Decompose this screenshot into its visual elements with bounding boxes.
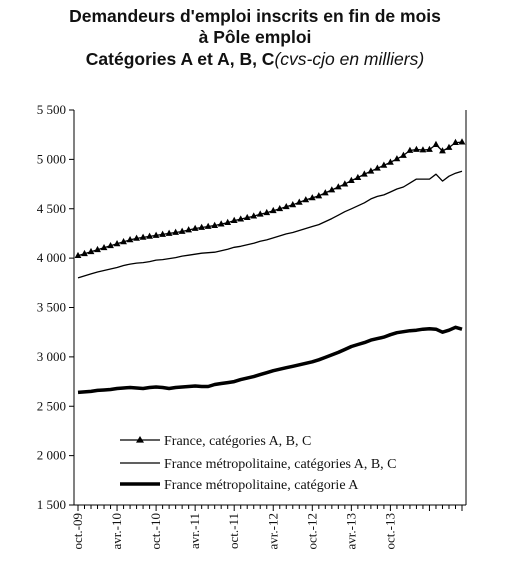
triangle-marker [445, 143, 453, 150]
y-tick-label: 1 500 [37, 497, 66, 512]
x-tick-label: avr.-12 [265, 513, 280, 549]
legend: France, catégories A, B, C France métropo… [120, 434, 397, 493]
legend-label-3: France métropolitaine, catégorie A [164, 478, 359, 493]
x-tick-label: oct.-10 [148, 513, 163, 549]
triangle-marker [178, 227, 186, 234]
title-categories: Catégories A et A, B, C [85, 49, 275, 69]
chart-title: Demandeurs d'emploi inscrits en fin de m… [0, 6, 510, 70]
triangle-marker [289, 201, 297, 208]
x-tick-label: avr.-13 [343, 513, 358, 549]
y-tick-label: 5 500 [37, 102, 66, 117]
triangle-marker [341, 180, 349, 187]
triangle-marker [250, 212, 258, 219]
triangle-marker [302, 196, 310, 203]
triangle-marker [100, 243, 108, 251]
triangle-marker [367, 167, 375, 174]
triangle-marker [211, 221, 219, 228]
triangle-marker [380, 161, 388, 168]
triangle-marker [113, 240, 121, 247]
series-lines [74, 138, 466, 395]
triangle-marker [81, 249, 88, 257]
triangle-marker [152, 231, 160, 238]
triangle-marker [315, 192, 323, 199]
series-line-2 [77, 170, 463, 279]
triangle-marker [133, 234, 140, 241]
y-tick-label: 5 000 [37, 151, 66, 166]
triangle-marker [172, 228, 180, 235]
triangle-marker [191, 224, 199, 231]
triangle-marker [185, 226, 193, 233]
x-tick-label: avr.-11 [187, 513, 202, 549]
triangle-marker [146, 232, 153, 239]
y-tick-label: 3 500 [37, 300, 66, 315]
y-tick-label: 4 500 [37, 201, 66, 216]
triangle-marker [458, 138, 466, 145]
title-line-3: Catégories A et A, B, C(cvs-cjo en milli… [0, 48, 510, 70]
triangle-marker [87, 247, 95, 255]
y-tick-label: 2 500 [37, 398, 66, 413]
x-tick-label: oct.-11 [226, 513, 241, 549]
series-line-3 [77, 325, 463, 395]
triangle-marker [334, 183, 342, 190]
triangle-marker [373, 164, 381, 171]
triangle-marker [413, 145, 420, 152]
triangle-marker [393, 155, 401, 162]
triangle-marker [237, 215, 245, 222]
x-tick-label: oct.-09 [70, 513, 85, 549]
y-tick-label: 4 000 [37, 250, 66, 265]
x-tick-label: oct.-13 [382, 513, 397, 549]
triangle-marker [243, 213, 251, 221]
triangle-marker [263, 208, 271, 216]
x-axis-ticks: oct.-09 avr.-10 oct.-10 avr.-11 oct.-11 avr.-… [70, 505, 463, 549]
triangle-marker [387, 158, 394, 165]
triangle-marker [282, 202, 290, 210]
y-tick-label: 2 000 [37, 448, 66, 463]
triangle-marker [308, 194, 316, 201]
triangle-marker [107, 241, 114, 249]
title-units: (cvs-cjo en milliers) [274, 49, 425, 69]
triangle-marker [406, 146, 414, 153]
triangle-marker [126, 236, 134, 243]
triangle-marker [276, 204, 284, 212]
title-line-1: Demandeurs d'emploi inscrits en fin de m… [69, 6, 441, 26]
triangle-marker [419, 146, 427, 153]
triangle-marker [159, 230, 167, 237]
legend-label-1: France, catégories A, B, C [164, 434, 311, 449]
legend-label-2: France métropolitaine, catégories A, B, … [164, 457, 397, 472]
triangle-marker [347, 176, 355, 184]
triangle-marker [321, 189, 329, 196]
triangle-marker [400, 151, 407, 158]
triangle-marker [354, 173, 362, 181]
legend-marker [136, 436, 144, 443]
triangle-marker [139, 233, 147, 240]
triangle-marker [295, 198, 303, 205]
triangle-marker [74, 251, 82, 259]
triangle-marker [204, 222, 212, 229]
triangle-marker [328, 186, 336, 193]
triangle-marker [165, 229, 173, 236]
triangle-marker [94, 245, 101, 253]
triangle-marker [198, 223, 206, 230]
triangle-marker [217, 220, 225, 227]
triangle-marker [120, 238, 127, 245]
triangle-marker [439, 147, 446, 154]
y-axis-ticks: 1 500 2 000 2 500 3 000 3 500 4 000 4 500 5 000… [37, 102, 74, 512]
triangle-marker [269, 206, 277, 214]
x-tick-label: avr.-10 [109, 513, 124, 549]
triangle-marker [256, 210, 264, 217]
triangle-marker [224, 218, 232, 225]
triangle-marker [360, 170, 368, 177]
triangle-marker [432, 140, 440, 147]
x-tick-label: oct.-12 [304, 513, 319, 549]
title-line-2: à Pôle emploi [198, 27, 312, 47]
triangle-marker [452, 138, 459, 145]
triangle-marker [230, 216, 238, 223]
triangle-marker [426, 145, 433, 152]
y-tick-label: 3 000 [37, 349, 66, 364]
